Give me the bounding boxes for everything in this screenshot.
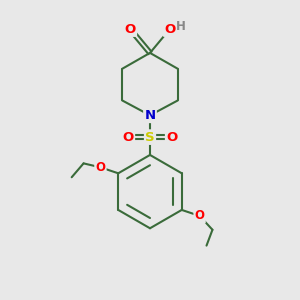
Text: O: O [95,161,105,174]
Text: H: H [176,20,186,33]
Text: S: S [145,130,155,144]
Text: O: O [123,130,134,144]
Text: O: O [164,22,176,36]
Text: O: O [124,22,136,36]
Text: O: O [166,130,177,144]
Text: N: N [144,109,156,122]
Text: O: O [195,209,205,222]
